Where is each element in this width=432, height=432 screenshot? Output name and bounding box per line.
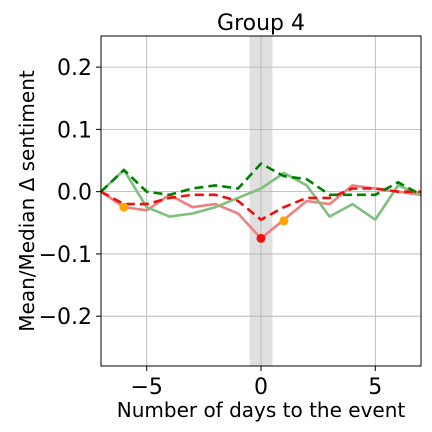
highlight-point	[279, 216, 289, 226]
series-line-3-dashed	[100, 187, 421, 221]
y-tick-label: −0.2	[39, 305, 92, 330]
series-line-2-solid	[100, 168, 422, 221]
tick-marks	[96, 66, 376, 371]
y-axis-label: Mean/Median Δ sentiment	[15, 70, 39, 332]
highlight-point	[256, 233, 266, 243]
tick-labels: −5 0 5 0.2 0.1 0.0 −0.1 −0.2	[39, 56, 383, 400]
series-line-4-dashed	[100, 162, 422, 197]
y-tick-label: 0.0	[57, 181, 92, 206]
y-tick-label: −0.1	[39, 243, 92, 268]
y-tick-label: 0.1	[57, 118, 92, 143]
x-tick-label: 0	[254, 375, 268, 400]
y-tick-label: 0.2	[57, 56, 92, 81]
marker-layer	[119, 202, 289, 243]
x-axis-label: Number of days to the event	[117, 398, 406, 422]
x-tick-label: −5	[130, 375, 162, 400]
x-tick-label: 5	[368, 375, 382, 400]
chart-title: Group 4	[217, 11, 305, 36]
highlight-point	[119, 202, 129, 212]
